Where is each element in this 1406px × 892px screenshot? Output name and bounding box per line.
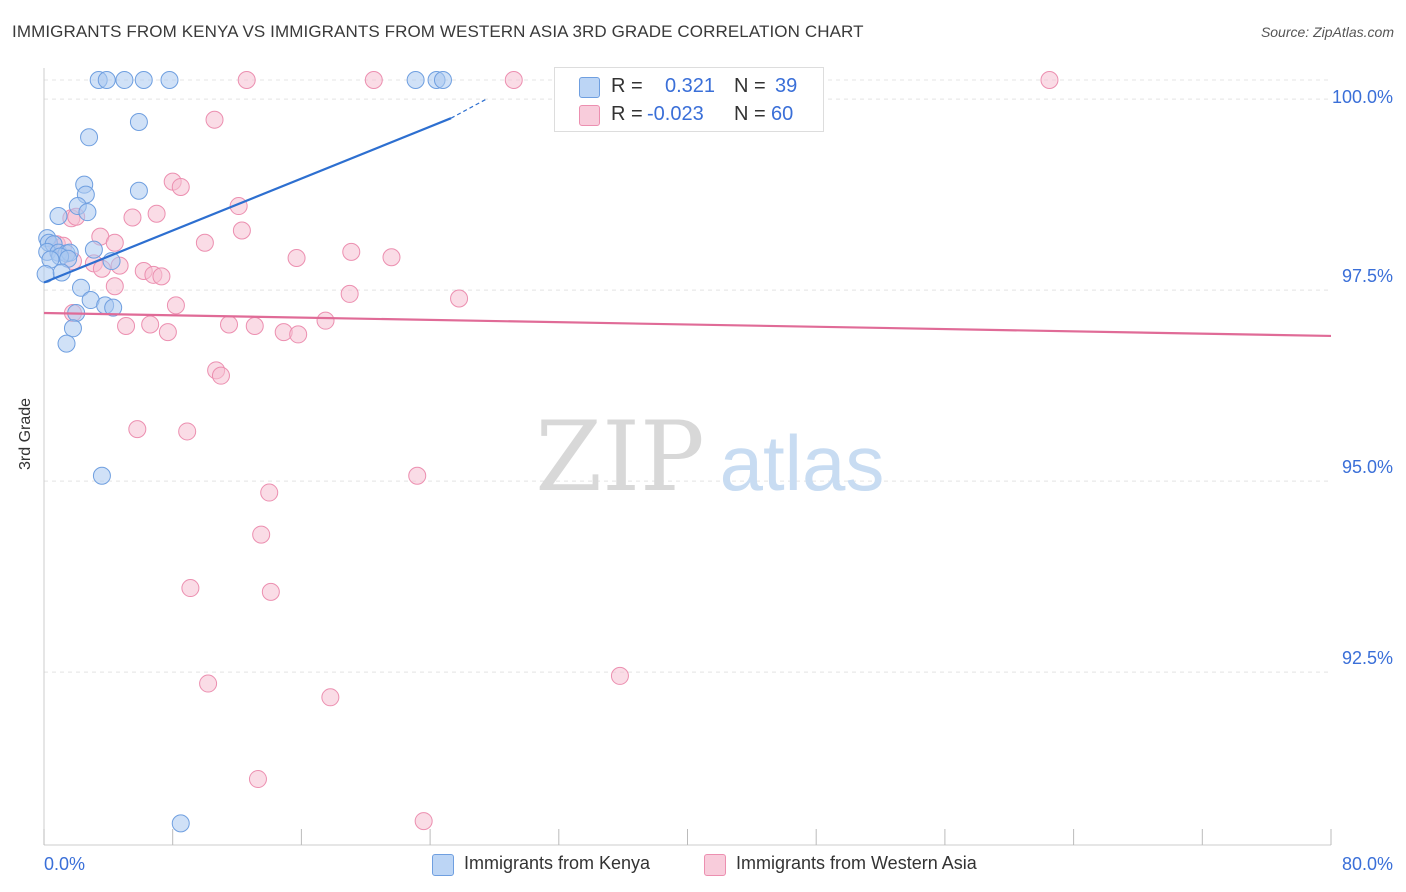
kenya-point [134, 71, 153, 89]
series-legend: Immigrants from Kenya Immigrants from We… [0, 853, 1406, 877]
wasia-point [382, 248, 401, 267]
watermark-zip: ZIP [535, 401, 704, 513]
watermark-atlas: atlas [720, 419, 885, 507]
kenya-point [129, 181, 148, 200]
y-tick-label: 100.0% [1332, 87, 1393, 107]
kenya-trend-line [43, 117, 452, 284]
wasia-swatch [579, 105, 600, 126]
wasia-point [289, 325, 308, 344]
wasia-r-value: -0.023 [647, 103, 704, 125]
wasia-r-label: R = [611, 103, 643, 125]
trend-lines [43, 98, 1332, 338]
kenya-point [129, 113, 148, 132]
wasia-point [237, 71, 256, 89]
y-tick-label: 95.0% [1342, 457, 1393, 477]
kenya-swatch [579, 77, 600, 98]
kenya-point [72, 278, 91, 297]
wasia-point [316, 311, 335, 330]
kenya-point [104, 298, 123, 317]
kenya-point [57, 334, 76, 353]
watermark: ZIP atlas [535, 401, 884, 513]
gridlines [44, 79, 1331, 673]
x-tick-label: 80.0% [1342, 854, 1393, 874]
wasia-point [248, 770, 267, 789]
wasia-point [408, 466, 427, 485]
kenya-point [92, 466, 111, 485]
wasia-trend-line [43, 311, 1332, 338]
wasia-point [128, 420, 147, 439]
kenya-point [406, 71, 425, 89]
wasia-point [504, 71, 523, 89]
kenya-trend-extension [450, 98, 487, 119]
kenya-point [84, 240, 103, 259]
y-tick-label: 92.5% [1342, 648, 1393, 668]
kenya-point [49, 206, 68, 225]
correlation-legend: R = 0.321 N = 39 R = -0.023 N = 60 [554, 67, 824, 132]
wasia-point [211, 366, 230, 385]
y-tick-label: 97.5% [1342, 266, 1393, 286]
kenya-point [115, 71, 134, 89]
wasia-point [414, 812, 433, 831]
wasia-point [252, 525, 271, 544]
y-axis-label: 3rd Grade [17, 397, 34, 470]
kenya-point [78, 203, 97, 222]
wasia-n-label: N = [734, 103, 766, 125]
wasia-point [105, 233, 124, 252]
wasia-point [364, 71, 383, 89]
wasia-point [199, 674, 218, 693]
chart-title: IMMIGRANTS FROM KENYA VS IMMIGRANTS FROM… [12, 22, 864, 41]
kenya-n-label: N = [734, 75, 766, 97]
wasia-point [205, 110, 224, 129]
wasia-point [141, 315, 160, 334]
wasia-n-value: 60 [771, 103, 794, 125]
kenya-point [63, 319, 82, 338]
kenya-r-value: 0.321 [665, 75, 716, 97]
kenya-point [97, 71, 116, 89]
wasia-point [178, 422, 197, 441]
x-tick-labels: 0.0% 80.0% [44, 854, 1393, 874]
wasia-point [123, 208, 142, 227]
wasia-point [166, 296, 185, 315]
wasia-point [105, 277, 124, 296]
wasia-point [232, 221, 251, 240]
kenya-point [433, 71, 452, 89]
wasia-point [181, 579, 200, 598]
kenya-n-value: 39 [775, 75, 798, 97]
wasia-point [117, 317, 136, 336]
kenya-point [80, 128, 99, 147]
wasia-point [610, 666, 629, 685]
wasia-point [1040, 71, 1059, 89]
wasia-point [245, 317, 264, 336]
wasia-point [171, 177, 190, 196]
kenya-point [171, 814, 190, 833]
wasia-point [342, 242, 361, 261]
wasia-point [147, 204, 166, 223]
y-tick-labels: 100.0% 97.5% 95.0% 92.5% [1332, 87, 1393, 668]
series-kenya [36, 71, 452, 833]
wasia-point [450, 289, 469, 308]
wasia-point [287, 249, 306, 268]
wasia-point [158, 323, 177, 342]
axes [43, 68, 1332, 846]
kenya-r-label: R = [611, 75, 643, 97]
kenya-legend-swatch [432, 854, 454, 876]
wasia-point [261, 582, 280, 601]
wasia-point [321, 688, 340, 707]
wasia-point [152, 267, 171, 286]
source-label: Source: ZipAtlas.com [1260, 24, 1394, 40]
wasia-point [260, 483, 279, 502]
wasia-legend-label: Immigrants from Western Asia [736, 853, 977, 873]
wasia-point [340, 284, 359, 303]
wasia-legend-swatch [704, 854, 726, 876]
kenya-legend-label: Immigrants from Kenya [464, 853, 651, 873]
kenya-point [160, 71, 179, 89]
x-tick-label: 0.0% [44, 854, 85, 874]
wasia-point [195, 233, 214, 252]
wasia-point [220, 315, 239, 334]
